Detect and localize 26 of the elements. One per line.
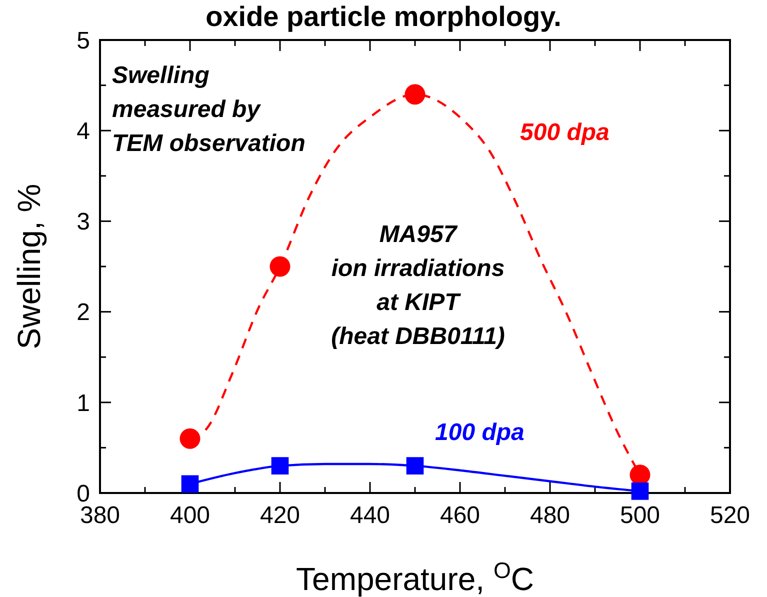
annotation: MA957 ion irradiations at KIPT (heat DBB0111) [331, 221, 505, 350]
point [271, 457, 289, 474]
x-tick-label: 480 [530, 502, 570, 529]
y-tick-label: 1 [76, 390, 90, 417]
chart-title: oxide particle morphology. [206, 1, 562, 32]
annotation: Swelling measured by TEM observation [112, 62, 306, 157]
y-tick-label: 3 [76, 208, 90, 236]
x-tick-label: 520 [710, 502, 750, 529]
x-tick-label: 460 [440, 502, 480, 529]
point [270, 256, 290, 277]
x-axis-title: Temperature, $^{O}$C [296, 558, 534, 597]
y-tick-label: 5 [76, 27, 90, 54]
text: 500 dpa [520, 119, 610, 146]
y-tick-label: 2 [76, 299, 90, 326]
x-tick-label: 400 [170, 502, 210, 529]
series-label: 100 dpa [435, 419, 524, 446]
y-tick-label: 4 [76, 118, 90, 145]
point [631, 482, 649, 500]
point [181, 475, 199, 493]
y-axis-title: Swelling, % [11, 184, 47, 350]
point [180, 428, 200, 449]
point [404, 84, 426, 105]
point [406, 457, 424, 474]
x-tick-label: 440 [350, 502, 390, 529]
x-tick-label: 500 [620, 502, 660, 529]
x-tick-label: 420 [260, 502, 300, 529]
